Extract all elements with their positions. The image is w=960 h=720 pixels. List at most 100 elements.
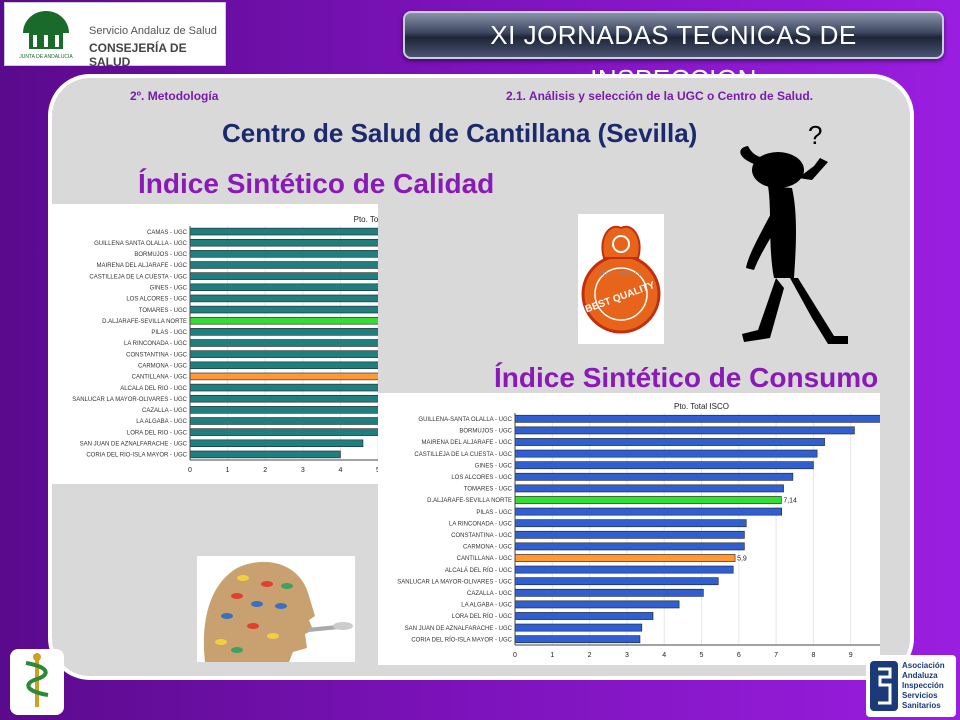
- category-label: D.ALJARAFE-SEVILLA NORTE: [102, 319, 187, 325]
- category-label: GINES - UGC: [150, 285, 188, 291]
- category-label: MAIRENA DEL ALJARAFE - UGC: [97, 263, 188, 269]
- category-label: LA ALGABA - UGC: [136, 419, 187, 425]
- category-label: SANLUCAR LA MAYOR-OLIVARES - UGC: [72, 397, 187, 403]
- category-label: CAMAS - UGC: [147, 230, 188, 236]
- x-tick-label: 0: [513, 652, 517, 659]
- x-tick-label: 6: [737, 652, 741, 659]
- category-label: CARMONA - UGC: [138, 363, 188, 369]
- x-tick-label: 3: [301, 467, 305, 474]
- category-label: LA RINCONADA - UGC: [124, 341, 188, 347]
- asociacion-emblem-icon: [870, 661, 898, 711]
- bar: [189, 238, 378, 247]
- bar: [514, 623, 643, 632]
- bar: [189, 316, 378, 325]
- x-tick-label: 7: [774, 652, 778, 659]
- category-label: GUILLENA-SANTA OLALLA - UGC: [418, 417, 512, 423]
- bar: [514, 472, 794, 481]
- isco-subtitle: Índice Sintético de Consumo: [494, 362, 879, 393]
- section-label: 2º. Metodología: [130, 89, 219, 103]
- logo-line-2: CONSEJERÍA DE SALUD: [89, 41, 187, 69]
- category-label: SANLUCAR LA MAYOR-OLIVARES - UGC: [397, 579, 512, 585]
- data-label: 5,9: [737, 556, 747, 563]
- category-label: LA RINCONADA - UGC: [449, 521, 513, 527]
- bar: [189, 261, 378, 269]
- bar: [189, 450, 341, 459]
- category-label: PILAS - UGC: [151, 330, 187, 336]
- bar: [514, 600, 680, 609]
- chart-title: Pto. Total ISCO: [674, 402, 729, 411]
- best-quality-image: shutterstock BEST QUALITY: [578, 214, 664, 344]
- svg-text:?: ?: [808, 120, 822, 150]
- category-label: CASTILLEJA DE LA CUESTA - UGC: [414, 452, 512, 458]
- sas-logo: JUNTA DE ANDALUCIA Servicio Andaluz de S…: [4, 2, 226, 69]
- assoc-line-4: Servicios: [902, 691, 938, 700]
- category-label: CONSTANTINA - UGC: [451, 533, 513, 539]
- bar: [514, 438, 825, 446]
- category-label: LORA DEL RIO - UGC: [127, 430, 188, 436]
- category-label: LOS ALCORES - UGC: [451, 475, 512, 481]
- bar: [514, 519, 747, 528]
- event-banner: XI JORNADAS TECNICAS DE INSPECCION: [403, 11, 944, 94]
- category-label: MAIRENA DEL ALJARAFE - UGC: [422, 440, 513, 446]
- thinking-figure-icon: ?: [740, 120, 848, 344]
- category-label: GUILLENA SANTA OLALLA - UGC: [94, 241, 188, 247]
- bar: [189, 361, 378, 370]
- x-tick-label: 8: [811, 652, 815, 659]
- category-label: LA ALGABA - UGC: [461, 603, 512, 609]
- bar: [514, 588, 704, 597]
- bar: [189, 283, 378, 292]
- bar: [514, 449, 818, 458]
- bar: [514, 414, 880, 423]
- bar: [189, 394, 378, 403]
- bar: [189, 328, 378, 336]
- category-label: D.ALJARAFE-SEVILLA NORTE: [427, 498, 512, 504]
- x-tick-label: 5: [700, 652, 704, 659]
- assoc-line-3: Inspección: [902, 681, 944, 690]
- junta-andalucia-emblem-icon: JUNTA DE ANDALUCIA: [19, 11, 73, 60]
- isc-subtitle: Índice Sintético de Calidad: [138, 168, 495, 199]
- caduceus-logo: [10, 649, 64, 715]
- bar: [189, 383, 378, 392]
- caduceus-icon: [25, 653, 49, 707]
- association-logo: Asociación Andaluza Inspección Servicios…: [866, 655, 956, 717]
- bar: [189, 339, 378, 347]
- category-label: CONSTANTINA - UGC: [126, 352, 188, 358]
- bar: [514, 496, 782, 504]
- category-label: SAN JUAN DE AZNALFARACHE - UGC: [405, 626, 513, 632]
- logo-line-1: Servicio Andaluz de Salud: [89, 25, 217, 37]
- emblem-caption: JUNTA DE ANDALUCIA: [19, 54, 73, 60]
- bar: [189, 305, 378, 314]
- bar: [514, 542, 745, 551]
- x-tick-label: 1: [550, 652, 554, 659]
- bar: [514, 530, 745, 539]
- x-tick-label: 1: [226, 467, 230, 474]
- isco-chart: Pto. Total ISCO 0 1 2 3 4 5 6 7 8 9 GUILLENA-SANTA …: [378, 393, 880, 665]
- bar: [189, 417, 378, 425]
- x-tick-label: 2: [263, 467, 267, 474]
- category-label: ALCALÁ DEL RÍO - UGC: [445, 567, 513, 574]
- data-label: 7,14: [783, 498, 797, 505]
- category-label: CANTILLANA - UGC: [457, 556, 513, 562]
- assoc-line-2: Andaluza: [902, 671, 938, 680]
- x-tick-label: 5: [376, 467, 378, 474]
- bar: [514, 426, 855, 435]
- x-tick-label: 9: [849, 652, 853, 659]
- bar: [189, 428, 378, 436]
- x-tick-label: 0: [188, 467, 192, 474]
- best-quality-seal-icon: shutterstock BEST QUALITY: [581, 225, 661, 334]
- bar: [189, 372, 378, 381]
- category-label: PILAS - UGC: [476, 510, 512, 516]
- category-label: CASTILLEJA DE LA CUESTA - UGC: [89, 274, 187, 280]
- category-label: LOS ALCORES - UGC: [126, 297, 187, 303]
- assoc-line-1: Asociación: [902, 661, 945, 670]
- chart-title: Pto. Total ISC: [354, 215, 378, 224]
- isco-chart-svg: Pto. Total ISCO 0 1 2 3 4 5 6 7 8 9 GUILLENA-SANTA …: [397, 402, 880, 659]
- bar: [514, 565, 734, 574]
- bar: [189, 250, 378, 258]
- x-tick-label: 3: [625, 652, 629, 659]
- bar: [189, 406, 378, 414]
- category-label: CARMONA - UGC: [463, 545, 513, 551]
- bar: [514, 577, 719, 586]
- pills-head-image: [197, 556, 355, 662]
- category-label: LORA DEL RÍO - UGC: [452, 613, 513, 620]
